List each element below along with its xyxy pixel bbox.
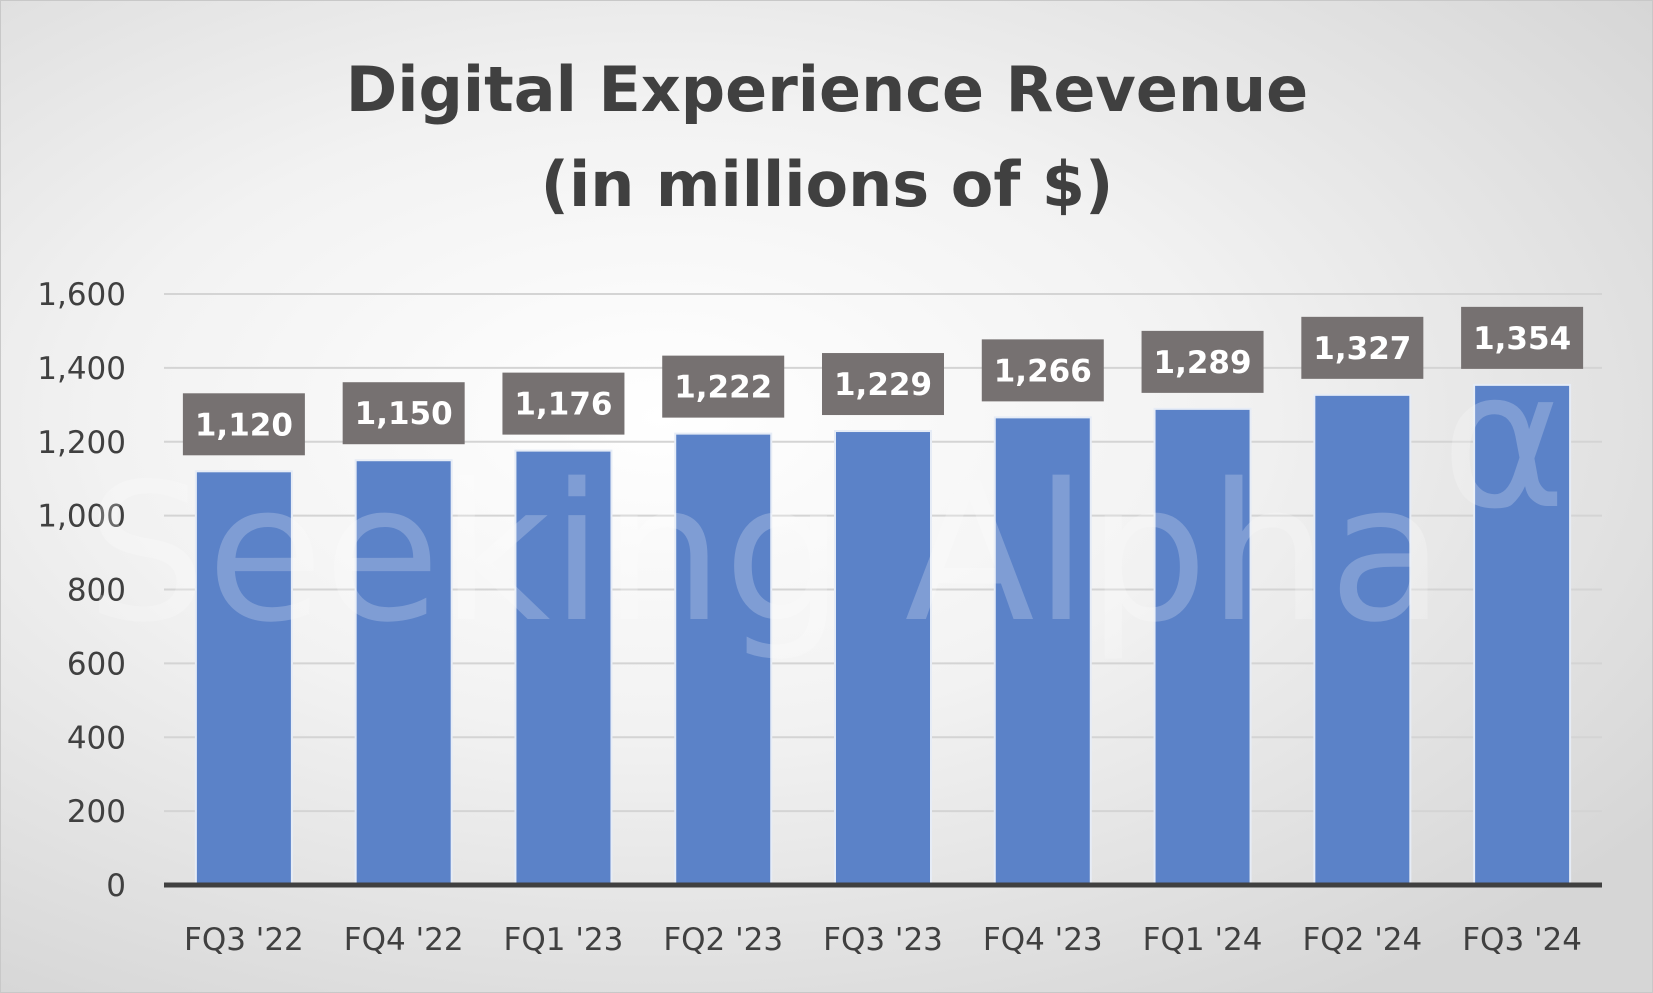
data-label-box	[1461, 306, 1584, 369]
x-category-label: FQ4 '23	[983, 922, 1103, 958]
x-category-label: FQ3 '23	[823, 922, 943, 958]
bar	[993, 416, 1092, 886]
chart-title: Digital Experience Revenue	[346, 53, 1308, 126]
y-tick-label: 1,200	[37, 425, 126, 461]
x-category-label: FQ2 '24	[1302, 922, 1422, 958]
y-tick-label: 1,000	[37, 499, 126, 535]
data-label: 1,289	[1154, 345, 1252, 381]
bar	[514, 449, 613, 886]
chart-subtitle: (in millions of $)	[541, 148, 1114, 221]
data-label: 1,266	[994, 353, 1092, 389]
data-label: 1,120	[195, 407, 293, 443]
data-label: 1,354	[1473, 321, 1571, 357]
data-label-box	[981, 339, 1104, 402]
data-label-box	[822, 353, 944, 416]
data-label-box	[502, 372, 625, 435]
y-tick-label: 0	[106, 868, 126, 904]
y-axis-tick-labels: 0 200 400 600 800 1,000 1,200 1,400 1,600	[37, 277, 126, 904]
data-label: 1,327	[1313, 331, 1411, 367]
data-label-box	[1141, 330, 1264, 393]
x-category-label: FQ1 '23	[504, 922, 624, 958]
data-label: 1,229	[834, 367, 932, 403]
bar	[1153, 407, 1252, 886]
bar	[1473, 383, 1572, 886]
data-label-box	[182, 393, 305, 456]
y-tick-label: 600	[67, 646, 126, 682]
data-label: 1,222	[674, 370, 772, 406]
data-labels: 1,120 1,150 1,176 1,222 1,229 1,266 1,289 1,327…	[182, 306, 1584, 456]
data-label: 1,150	[355, 396, 453, 432]
bar	[674, 432, 773, 886]
data-label-box	[342, 382, 465, 445]
data-label: 1,176	[514, 387, 612, 423]
y-tick-label: 1,400	[37, 351, 126, 387]
x-category-label: FQ4 '22	[344, 922, 464, 958]
y-tick-label: 1,600	[37, 277, 126, 313]
x-category-label: FQ3 '24	[1462, 922, 1582, 958]
x-axis-category-labels: FQ3 '22 FQ4 '22 FQ1 '23 FQ2 '23 FQ3 '23 FQ4 '…	[184, 922, 1582, 958]
y-tick-label: 200	[67, 794, 126, 830]
y-tick-label: 400	[67, 720, 126, 756]
x-category-label: FQ1 '24	[1143, 922, 1263, 958]
watermark-text: Seeking Alpha	[86, 443, 1445, 664]
data-label-box	[662, 355, 785, 418]
x-category-label: FQ2 '23	[663, 922, 783, 958]
bar	[354, 459, 453, 886]
y-tick-label: 800	[67, 573, 126, 609]
bars	[194, 383, 1572, 886]
x-category-label: FQ3 '22	[184, 922, 304, 958]
bar	[834, 430, 932, 886]
data-label-box	[1301, 316, 1424, 379]
